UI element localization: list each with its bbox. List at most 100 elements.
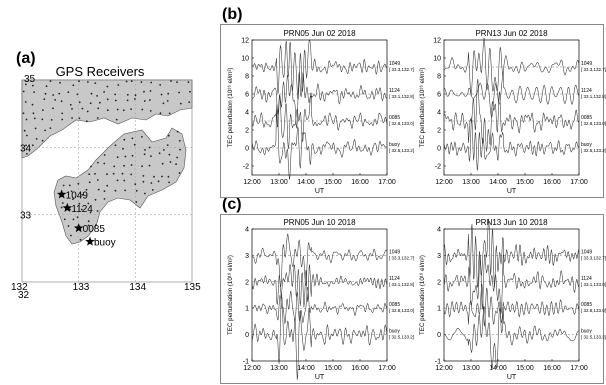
series-line-buoy xyxy=(251,293,388,380)
x-tick-label: 14:00 xyxy=(489,365,507,372)
y-tick-label: 12 xyxy=(433,38,441,45)
y-tick-label: 4 xyxy=(245,110,249,117)
y-tick-label: 4 xyxy=(437,110,441,117)
chart-b-left: PRN05 Jun 02 2018 12:00 13:00 14:00 15:00 16:… xyxy=(227,29,414,195)
series-line-0085 xyxy=(251,92,388,150)
y-tick-label: 3 xyxy=(437,253,441,260)
x-tick-label: 16:00 xyxy=(351,365,369,372)
x-tick-label: 14:00 xyxy=(297,365,315,372)
series-coords-1124: [ 33.1,132.8] xyxy=(389,282,414,287)
panel-label-c: (c) xyxy=(222,196,242,213)
x-tick-label: 16:00 xyxy=(543,365,561,372)
series-name-1049: 1049 xyxy=(581,61,592,67)
series-coords-1124: [ 33.1,132.8] xyxy=(581,94,606,99)
series-line-0085 xyxy=(443,78,580,152)
series-coords-0085: [ 32.8,133.0] xyxy=(389,308,414,313)
x-tick-label: 12:00 xyxy=(435,365,453,372)
series-coords-0085: [ 32.8,133.0] xyxy=(581,308,606,313)
x-tick-label: 13:00 xyxy=(270,365,288,372)
y-tick-label: 0 xyxy=(437,146,441,153)
series-coords-1049: [ 33.3,132.7] xyxy=(581,67,606,72)
x-tick-label: 15:00 xyxy=(516,179,534,186)
y-tick-label: 2 xyxy=(245,279,249,286)
y-tick-label: 2 xyxy=(245,128,249,135)
y-tick-label: 0 xyxy=(245,332,249,339)
y-axis-label: TEC perturbation (10¹⁶ el/m²) xyxy=(419,68,426,148)
series-line-buoy xyxy=(251,104,388,180)
series-coords-1049: [ 33.3,132.7] xyxy=(389,255,414,260)
panel-b-box xyxy=(220,24,604,198)
series-name-1049: 1049 xyxy=(389,61,400,67)
y-tick-label: 10 xyxy=(241,56,249,63)
series-name-0085: 0085 xyxy=(389,115,400,121)
chart-plot-area xyxy=(251,228,388,362)
series-name-buoy: buoy xyxy=(389,142,400,148)
x-tick-label: 15:00 xyxy=(516,365,534,372)
series-line-0085 xyxy=(443,284,580,327)
x-tick-label: 14:00 xyxy=(297,179,315,186)
chart-title: PRN05 Jun 10 2018 xyxy=(283,218,356,227)
x-tick-label: 12:00 xyxy=(243,365,261,372)
y-tick-label: 12 xyxy=(241,38,249,45)
chart-plot-area xyxy=(443,228,580,362)
x-tick-label: 13:00 xyxy=(462,179,480,186)
series-line-1049 xyxy=(443,37,580,96)
y-tick-label: 10 xyxy=(433,56,441,63)
series-coords-1049: [ 33.3,132.7] xyxy=(581,255,606,260)
y-tick-label: 2 xyxy=(437,279,441,286)
x-tick-label: 15:00 xyxy=(324,179,342,186)
x-tick-label: 17:00 xyxy=(570,179,588,186)
series-name-0085: 0085 xyxy=(581,115,592,121)
y-tick-label: -2 xyxy=(435,164,441,171)
series-line-1124 xyxy=(251,71,388,129)
series-name-1049: 1049 xyxy=(389,249,400,255)
series-line-1049 xyxy=(443,218,580,288)
y-tick-label: -2 xyxy=(243,164,249,171)
y-tick-label: 0 xyxy=(437,332,441,339)
x-tick-label: 12:00 xyxy=(243,179,261,186)
series-name-1124: 1124 xyxy=(389,88,400,94)
y-tick-label: 6 xyxy=(437,92,441,99)
x-tick-label: 16:00 xyxy=(351,179,369,186)
y-tick-label: 4 xyxy=(437,227,441,234)
chart-plot-area xyxy=(251,39,388,176)
series-line-buoy xyxy=(443,306,580,369)
x-axis-label: UT xyxy=(507,188,517,195)
y-axis-label: TEC perturbation (10¹⁶ el/m²) xyxy=(227,68,234,148)
series-coords-buoy: [ 32.5,133.2] xyxy=(389,148,414,153)
series-coords-buoy: [ 32.5,133.2] xyxy=(581,335,606,340)
series-coords-1049: [ 33.3,132.7] xyxy=(389,67,414,72)
chart-title: PRN13 Jun 02 2018 xyxy=(475,29,548,38)
series-line-1049 xyxy=(251,39,388,100)
series-name-1049: 1049 xyxy=(581,249,592,255)
y-tick-label: -1 xyxy=(243,359,249,366)
series-name-buoy: buoy xyxy=(389,329,400,335)
x-tick-label: 17:00 xyxy=(378,179,396,186)
y-tick-label: -1 xyxy=(435,359,441,366)
y-tick-label: 0 xyxy=(245,146,249,153)
x-tick-label: 17:00 xyxy=(570,365,588,372)
y-tick-label: 2 xyxy=(437,128,441,135)
series-line-1124 xyxy=(443,254,580,314)
chart-c-right: PRN13 Jun 10 2018 12:00 13:00 14:00 15:00 16:… xyxy=(419,218,606,381)
y-tick-label: 8 xyxy=(245,74,249,81)
chart-title: PRN13 Jun 10 2018 xyxy=(475,218,548,227)
series-name-1124: 1124 xyxy=(389,276,400,282)
series-name-1124: 1124 xyxy=(581,88,592,94)
series-coords-0085: [ 32.8,133.0] xyxy=(389,121,414,126)
y-axis-label: TEC perturbation (10¹⁶ el/m²) xyxy=(419,255,426,335)
y-tick-label: 3 xyxy=(245,253,249,260)
x-tick-label: 15:00 xyxy=(324,365,342,372)
series-line-1124 xyxy=(443,71,580,119)
chart-title: PRN05 Jun 02 2018 xyxy=(283,29,356,38)
series-coords-buoy: [ 32.5,133.2] xyxy=(389,335,414,340)
chart-plot-area xyxy=(443,39,580,176)
series-name-0085: 0085 xyxy=(581,302,592,308)
panel-label-a: (a) xyxy=(16,50,36,67)
y-tick-label: 1 xyxy=(437,306,441,313)
panel-c-box xyxy=(220,214,604,384)
series-line-buoy xyxy=(443,117,580,171)
series-name-buoy: buoy xyxy=(581,142,592,148)
series-name-0085: 0085 xyxy=(389,302,400,308)
